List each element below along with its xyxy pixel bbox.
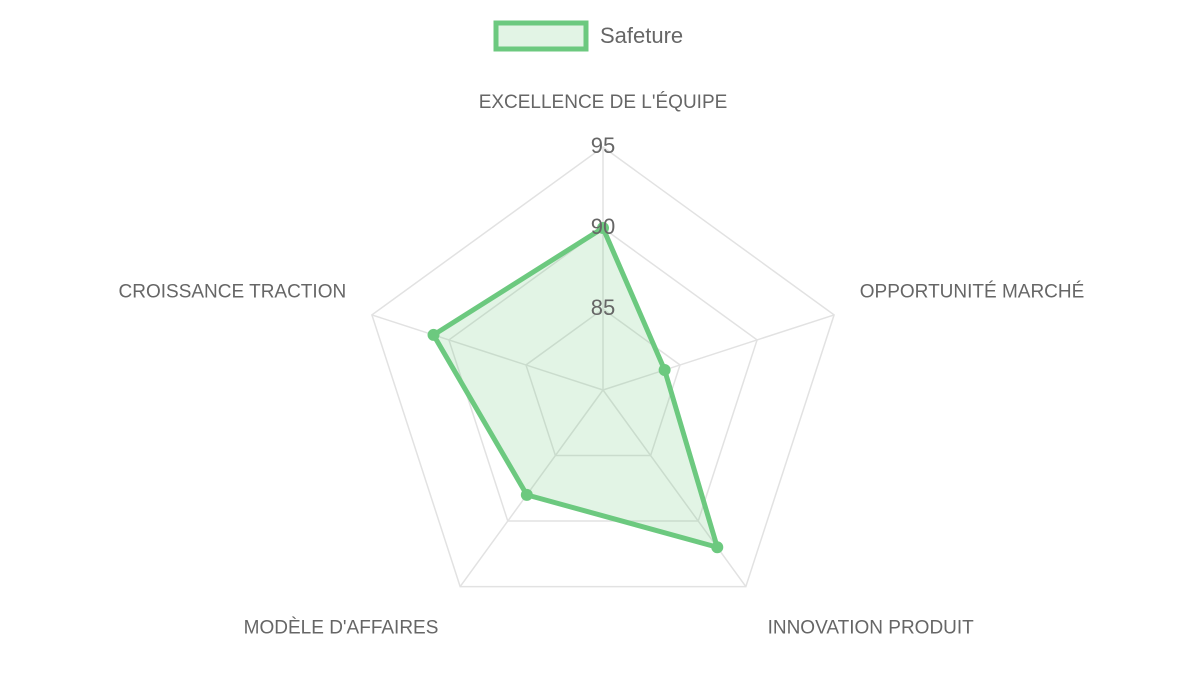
- point: [427, 328, 440, 341]
- legend-label: Safeture: [600, 23, 683, 48]
- grid-ring: [371, 146, 835, 588]
- spoke: [602, 314, 835, 391]
- point: [711, 541, 724, 554]
- point: [658, 363, 671, 376]
- category-label: CROISSANCE TRACTION: [119, 282, 347, 303]
- r-tick-label: 95: [591, 133, 615, 158]
- category-label: EXCELLENCE DE L'ÉQUIPE: [479, 92, 728, 113]
- point: [520, 488, 533, 501]
- r-tick-label: 90: [591, 214, 615, 239]
- r-tick-label: 85: [591, 295, 615, 320]
- category-label: MODÈLE D'AFFAIRES: [244, 618, 439, 639]
- grid-ring: [525, 308, 681, 457]
- category-label: INNOVATION PRODUIT: [768, 618, 975, 639]
- legend-swatch: [493, 20, 589, 52]
- point: [597, 222, 609, 234]
- grid-ring: [448, 227, 758, 522]
- area: [431, 225, 720, 550]
- category-label: OPPORTUNITÉ MARCHÉ: [860, 282, 1085, 303]
- spoke: [602, 389, 747, 588]
- spoke: [371, 314, 604, 391]
- spoke: [459, 389, 604, 588]
